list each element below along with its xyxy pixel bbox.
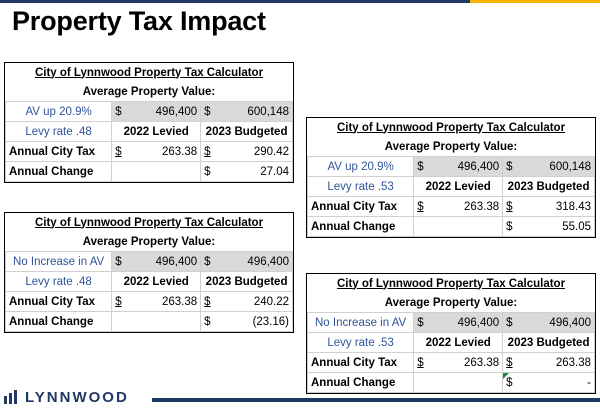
tax-2023-cell: $318.43 bbox=[502, 196, 595, 217]
average-value-label: Average Property Value: bbox=[82, 235, 216, 248]
av-2023-cell: $600,148 bbox=[502, 156, 595, 177]
av-2022-cell: $496,400 bbox=[111, 251, 202, 272]
levy-rate-label: Levy rate .48 bbox=[4, 121, 113, 142]
tax-2023-cell: $290.42 bbox=[200, 141, 293, 162]
calculator-table: City of Lynnwood Property Tax Calculator… bbox=[306, 274, 595, 393]
tax-2022-cell: $263.38 bbox=[111, 291, 202, 312]
average-value-label: Average Property Value: bbox=[384, 296, 518, 309]
change-empty-cell bbox=[413, 216, 504, 237]
annual-change-cell: $27.04 bbox=[200, 161, 293, 182]
calculator-av-up-levy-53: City of Lynnwood Property Tax Calculator… bbox=[306, 117, 596, 238]
annual-change-label: Annual Change bbox=[4, 311, 113, 332]
col-2022-header: 2022 Levied bbox=[413, 332, 504, 353]
av-2023-cell: $496,400 bbox=[200, 251, 293, 272]
av-2023-cell: $496,400 bbox=[502, 312, 595, 333]
av-2022-cell: $496,400 bbox=[413, 156, 504, 177]
calculator-no-increase-levy-48: City of Lynnwood Property Tax Calculator… bbox=[4, 212, 294, 333]
top-accent-navy bbox=[0, 0, 470, 3]
calculator-table: City of Lynnwood Property Tax Calculator… bbox=[306, 118, 595, 237]
annual-change-label: Annual Change bbox=[306, 372, 415, 393]
logo-bars-icon bbox=[4, 390, 19, 404]
tax-2022-cell: $263.38 bbox=[111, 141, 202, 162]
av-2022-cell: $496,400 bbox=[413, 312, 504, 333]
tax-2022-cell: $263.38 bbox=[413, 352, 504, 373]
annual-change-label: Annual Change bbox=[4, 161, 113, 182]
annual-change-cell: $ (23.16) bbox=[200, 311, 293, 332]
change-empty-cell bbox=[111, 161, 202, 182]
av-change-label: No Increase in AV bbox=[306, 312, 415, 333]
top-accent-gold bbox=[470, 0, 600, 3]
annual-change-label: Annual Change bbox=[306, 216, 415, 237]
col-2023-header: 2023 Budgeted bbox=[200, 121, 293, 142]
col-2022-header: 2022 Levied bbox=[413, 176, 504, 197]
annual-tax-label: Annual City Tax bbox=[306, 352, 415, 373]
calculator-header: City of Lynnwood Property Tax Calculator bbox=[34, 216, 264, 229]
av-2022-cell: $496,400 bbox=[111, 101, 202, 122]
levy-rate-label: Levy rate .53 bbox=[306, 332, 415, 353]
calculator-no-increase-levy-53: City of Lynnwood Property Tax Calculator… bbox=[306, 273, 596, 394]
col-2023-header: 2023 Budgeted bbox=[200, 271, 293, 292]
annual-tax-label: Annual City Tax bbox=[4, 141, 113, 162]
annual-change-cell: $ - bbox=[502, 372, 595, 393]
col-2023-header: 2023 Budgeted bbox=[502, 176, 595, 197]
lynnwood-logo: LYNNWOOD bbox=[4, 388, 129, 406]
calculator-header: City of Lynnwood Property Tax Calculator bbox=[34, 66, 264, 79]
col-2022-header: 2022 Levied bbox=[111, 271, 202, 292]
av-change-label: AV up 20.9% bbox=[4, 101, 113, 122]
col-2023-header: 2023 Budgeted bbox=[502, 332, 595, 353]
av-change-label: No Increase in AV bbox=[4, 251, 113, 272]
bottom-accent-bar bbox=[152, 398, 600, 402]
annual-tax-label: Annual City Tax bbox=[306, 196, 415, 217]
average-value-label: Average Property Value: bbox=[82, 85, 216, 98]
calculator-av-up-levy-48: City of Lynnwood Property Tax Calculator… bbox=[4, 62, 294, 183]
tax-2023-cell: $240.22 bbox=[200, 291, 293, 312]
calculator-table: City of Lynnwood Property Tax Calculator… bbox=[4, 213, 293, 332]
levy-rate-label: Levy rate .53 bbox=[306, 176, 415, 197]
change-empty-cell bbox=[413, 372, 504, 393]
annual-change-cell: $55.05 bbox=[502, 216, 595, 237]
av-change-label: AV up 20.9% bbox=[306, 156, 415, 177]
calculator-header: City of Lynnwood Property Tax Calculator bbox=[336, 121, 566, 134]
calculator-header: City of Lynnwood Property Tax Calculator bbox=[336, 277, 566, 290]
slide-title: Property Tax Impact bbox=[12, 6, 266, 36]
calculator-table: City of Lynnwood Property Tax Calculator… bbox=[4, 63, 293, 182]
change-empty-cell bbox=[111, 311, 202, 332]
av-2023-cell: $600,148 bbox=[200, 101, 293, 122]
col-2022-header: 2022 Levied bbox=[111, 121, 202, 142]
annual-tax-label: Annual City Tax bbox=[4, 291, 113, 312]
tax-2022-cell: $263.38 bbox=[413, 196, 504, 217]
levy-rate-label: Levy rate .48 bbox=[4, 271, 113, 292]
logo-text: LYNNWOOD bbox=[25, 388, 129, 406]
top-accent-bar bbox=[0, 0, 600, 3]
average-value-label: Average Property Value: bbox=[384, 140, 518, 153]
tax-2023-cell: $263.38 bbox=[502, 352, 595, 373]
